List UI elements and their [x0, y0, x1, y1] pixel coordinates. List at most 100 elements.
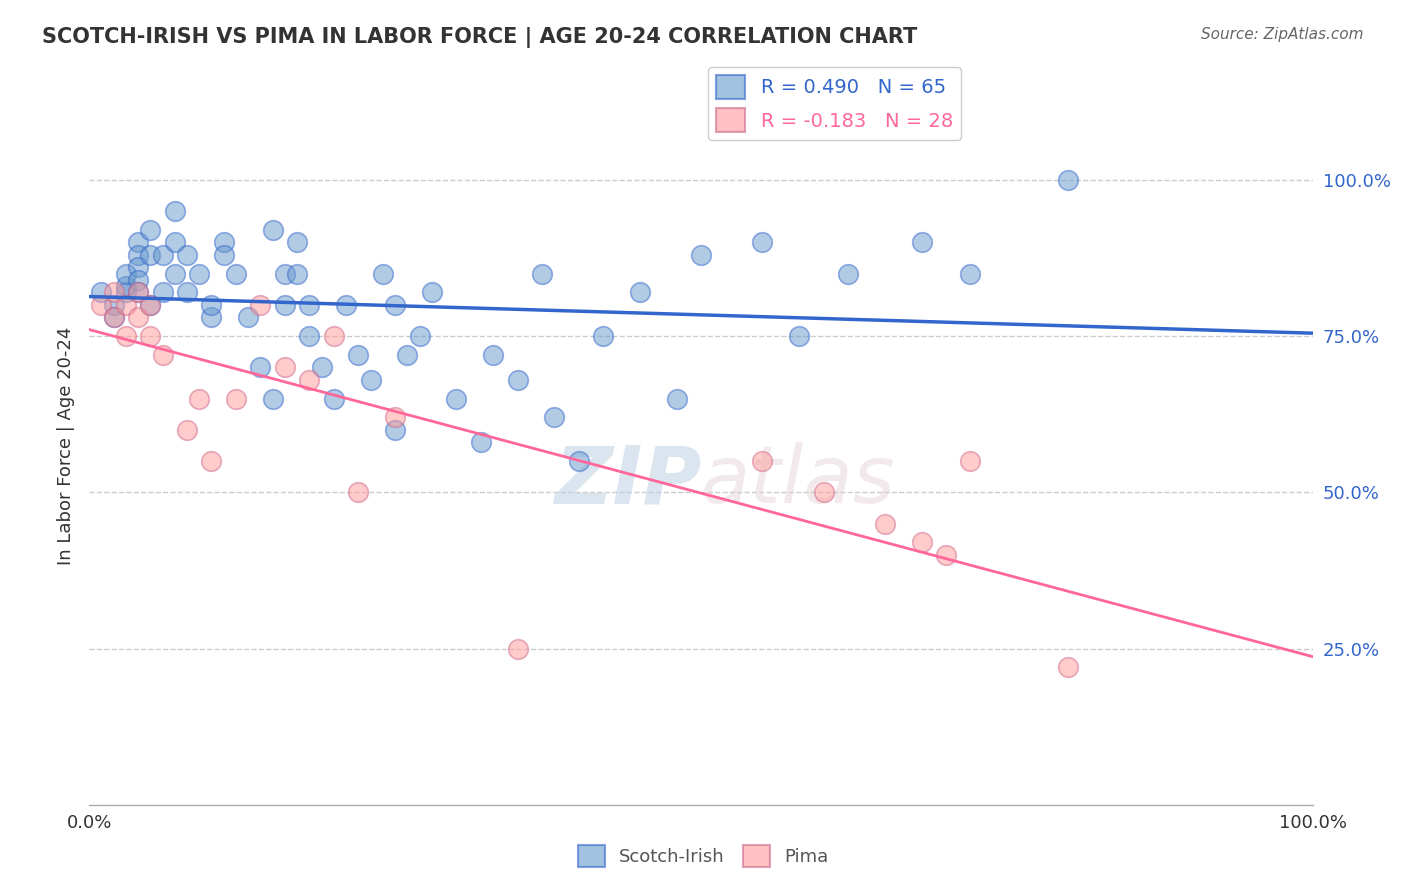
Point	[690, 248, 713, 262]
Point	[139, 248, 162, 262]
Point	[127, 310, 149, 325]
Point	[127, 248, 149, 262]
Point	[176, 423, 198, 437]
Point	[262, 392, 284, 406]
Point	[592, 329, 614, 343]
Legend: R = 0.490   N = 65, R = -0.183   N = 28: R = 0.490 N = 65, R = -0.183 N = 28	[709, 67, 960, 140]
Legend: Scotch-Irish, Pima: Scotch-Irish, Pima	[571, 838, 835, 874]
Point	[751, 454, 773, 468]
Point	[813, 485, 835, 500]
Point	[420, 285, 443, 300]
Point	[787, 329, 810, 343]
Point	[249, 298, 271, 312]
Point	[298, 329, 321, 343]
Point	[200, 310, 222, 325]
Point	[127, 285, 149, 300]
Point	[114, 285, 136, 300]
Point	[139, 298, 162, 312]
Point	[396, 348, 419, 362]
Point	[506, 373, 529, 387]
Point	[152, 285, 174, 300]
Point	[285, 267, 308, 281]
Point	[298, 298, 321, 312]
Point	[139, 329, 162, 343]
Point	[139, 298, 162, 312]
Point	[322, 392, 344, 406]
Point	[114, 267, 136, 281]
Point	[751, 235, 773, 250]
Point	[188, 267, 211, 281]
Point	[285, 235, 308, 250]
Point	[238, 310, 260, 325]
Text: atlas: atlas	[702, 442, 896, 520]
Point	[103, 285, 125, 300]
Point	[103, 310, 125, 325]
Point	[127, 285, 149, 300]
Point	[127, 260, 149, 275]
Y-axis label: In Labor Force | Age 20-24: In Labor Force | Age 20-24	[58, 326, 75, 565]
Point	[249, 360, 271, 375]
Point	[139, 223, 162, 237]
Text: ZIP: ZIP	[554, 442, 702, 520]
Point	[212, 235, 235, 250]
Point	[1057, 660, 1080, 674]
Point	[360, 373, 382, 387]
Point	[384, 423, 406, 437]
Point	[910, 535, 932, 549]
Point	[152, 248, 174, 262]
Point	[568, 454, 591, 468]
Point	[262, 223, 284, 237]
Point	[384, 410, 406, 425]
Point	[959, 454, 981, 468]
Point	[225, 267, 247, 281]
Point	[1057, 173, 1080, 187]
Point	[347, 348, 370, 362]
Point	[482, 348, 505, 362]
Point	[470, 435, 492, 450]
Point	[163, 204, 186, 219]
Point	[114, 329, 136, 343]
Point	[163, 267, 186, 281]
Point	[335, 298, 357, 312]
Point	[347, 485, 370, 500]
Point	[959, 267, 981, 281]
Point	[127, 273, 149, 287]
Point	[103, 298, 125, 312]
Point	[176, 248, 198, 262]
Point	[910, 235, 932, 250]
Point	[371, 267, 394, 281]
Text: Source: ZipAtlas.com: Source: ZipAtlas.com	[1201, 27, 1364, 42]
Point	[114, 298, 136, 312]
Point	[90, 298, 112, 312]
Point	[103, 310, 125, 325]
Point	[200, 298, 222, 312]
Point	[935, 548, 957, 562]
Point	[152, 348, 174, 362]
Point	[298, 373, 321, 387]
Point	[114, 279, 136, 293]
Point	[200, 454, 222, 468]
Point	[384, 298, 406, 312]
Point	[274, 298, 297, 312]
Point	[408, 329, 430, 343]
Text: SCOTCH-IRISH VS PIMA IN LABOR FORCE | AGE 20-24 CORRELATION CHART: SCOTCH-IRISH VS PIMA IN LABOR FORCE | AG…	[42, 27, 918, 48]
Point	[322, 329, 344, 343]
Point	[628, 285, 651, 300]
Point	[274, 360, 297, 375]
Point	[665, 392, 688, 406]
Point	[188, 392, 211, 406]
Point	[163, 235, 186, 250]
Point	[446, 392, 468, 406]
Point	[225, 392, 247, 406]
Point	[311, 360, 333, 375]
Point	[176, 285, 198, 300]
Point	[274, 267, 297, 281]
Point	[90, 285, 112, 300]
Point	[873, 516, 896, 531]
Point	[506, 641, 529, 656]
Point	[543, 410, 565, 425]
Point	[531, 267, 554, 281]
Point	[837, 267, 859, 281]
Point	[127, 235, 149, 250]
Point	[212, 248, 235, 262]
